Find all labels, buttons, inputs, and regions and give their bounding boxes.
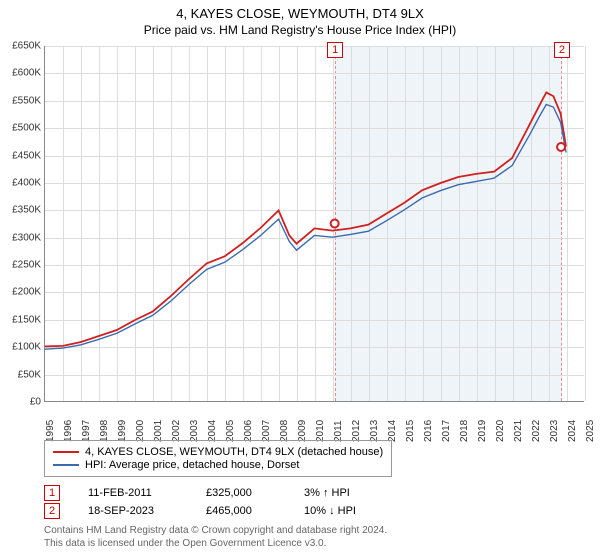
x-tick-label: 2019 [477, 420, 488, 442]
x-tick-label: 2016 [423, 420, 434, 442]
x-tick-label: 2021 [513, 420, 524, 442]
event-point-2 [557, 143, 565, 151]
legend-label: 4, KAYES CLOSE, WEYMOUTH, DT4 9LX (detac… [85, 446, 383, 458]
x-tick-label: 2025 [585, 420, 596, 442]
y-tick-label: £200K [1, 287, 41, 298]
footnote-line: This data is licensed under the Open Gov… [44, 537, 387, 550]
transaction-badge: 2 [44, 503, 60, 519]
x-tick-label: 2003 [189, 420, 200, 442]
legend-item: 4, KAYES CLOSE, WEYMOUTH, DT4 9LX (detac… [53, 446, 383, 458]
x-tick-label: 1999 [117, 420, 128, 442]
y-tick-label: £650K [1, 41, 41, 52]
transaction-table: 1 11-FEB-2011 £325,000 3% ↑ HPI 2 18-SEP-2023… [44, 484, 384, 520]
legend-swatch [53, 451, 79, 453]
transaction-diff: 10% ↓ HPI [304, 505, 384, 517]
x-tick-label: 2004 [207, 420, 218, 442]
y-tick-label: £150K [1, 314, 41, 325]
x-tick-label: 2014 [387, 420, 398, 442]
x-tick-label: 2002 [171, 420, 182, 442]
event-badge-2: 2 [554, 42, 570, 58]
x-tick-label: 1997 [81, 420, 92, 442]
x-tick-label: 2010 [315, 420, 326, 442]
y-tick-label: £250K [1, 260, 41, 271]
chart-title: 4, KAYES CLOSE, WEYMOUTH, DT4 9LX [0, 0, 600, 21]
x-tick-label: 2000 [135, 420, 146, 442]
y-tick-label: £600K [1, 68, 41, 79]
legend-swatch [53, 464, 79, 466]
x-tick-label: 2022 [531, 420, 542, 442]
series-price_paid [45, 92, 566, 346]
footnote-line: Contains HM Land Registry data © Crown c… [44, 524, 387, 537]
transaction-row: 2 18-SEP-2023 £465,000 10% ↓ HPI [44, 502, 384, 520]
transaction-price: £465,000 [206, 505, 276, 517]
x-tick-label: 2001 [153, 420, 164, 442]
legend-item: HPI: Average price, detached house, Dors… [53, 459, 383, 471]
y-tick-label: £100K [1, 342, 41, 353]
x-tick-label: 2013 [369, 420, 380, 442]
x-tick-label: 2005 [225, 420, 236, 442]
y-tick-label: £350K [1, 205, 41, 216]
legend: 4, KAYES CLOSE, WEYMOUTH, DT4 9LX (detac… [44, 440, 392, 477]
y-tick-label: £550K [1, 95, 41, 106]
y-tick-label: £0 [1, 397, 41, 408]
x-tick-label: 2008 [279, 420, 290, 442]
x-tick-label: 2024 [567, 420, 578, 442]
x-tick-label: 1995 [45, 420, 56, 442]
x-tick-label: 2007 [261, 420, 272, 442]
chart-subtitle: Price paid vs. HM Land Registry's House … [0, 21, 600, 37]
x-tick-label: 2020 [495, 420, 506, 442]
footnote: Contains HM Land Registry data © Crown c… [44, 524, 387, 550]
event-badge-1: 1 [327, 42, 343, 58]
y-tick-label: £450K [1, 150, 41, 161]
x-tick-label: 2012 [351, 420, 362, 442]
transaction-date: 11-FEB-2011 [88, 487, 178, 499]
y-tick-label: £300K [1, 232, 41, 243]
chart-container: 4, KAYES CLOSE, WEYMOUTH, DT4 9LX Price … [0, 0, 600, 560]
x-tick-label: 2009 [297, 420, 308, 442]
y-tick-label: £400K [1, 177, 41, 188]
legend-label: HPI: Average price, detached house, Dors… [85, 459, 299, 471]
line-series-svg [45, 46, 584, 401]
x-tick-label: 2023 [549, 420, 560, 442]
x-tick-label: 1998 [99, 420, 110, 442]
plot-area: £0£50K£100K£150K£200K£250K£300K£350K£400… [44, 46, 584, 402]
transaction-badge: 1 [44, 485, 60, 501]
transaction-row: 1 11-FEB-2011 £325,000 3% ↑ HPI [44, 484, 384, 502]
x-tick-label: 2017 [441, 420, 452, 442]
x-tick-label: 2018 [459, 420, 470, 442]
x-tick-label: 2011 [333, 420, 344, 442]
x-tick-label: 1996 [63, 420, 74, 442]
transaction-date: 18-SEP-2023 [88, 505, 178, 517]
transaction-diff: 3% ↑ HPI [304, 487, 384, 499]
x-tick-label: 2015 [405, 420, 416, 442]
y-tick-label: £50K [1, 369, 41, 380]
transaction-price: £325,000 [206, 487, 276, 499]
event-point-1 [331, 220, 339, 228]
gridline-vertical [585, 46, 586, 401]
x-tick-label: 2006 [243, 420, 254, 442]
y-tick-label: £500K [1, 123, 41, 134]
series-hpi [45, 104, 566, 349]
